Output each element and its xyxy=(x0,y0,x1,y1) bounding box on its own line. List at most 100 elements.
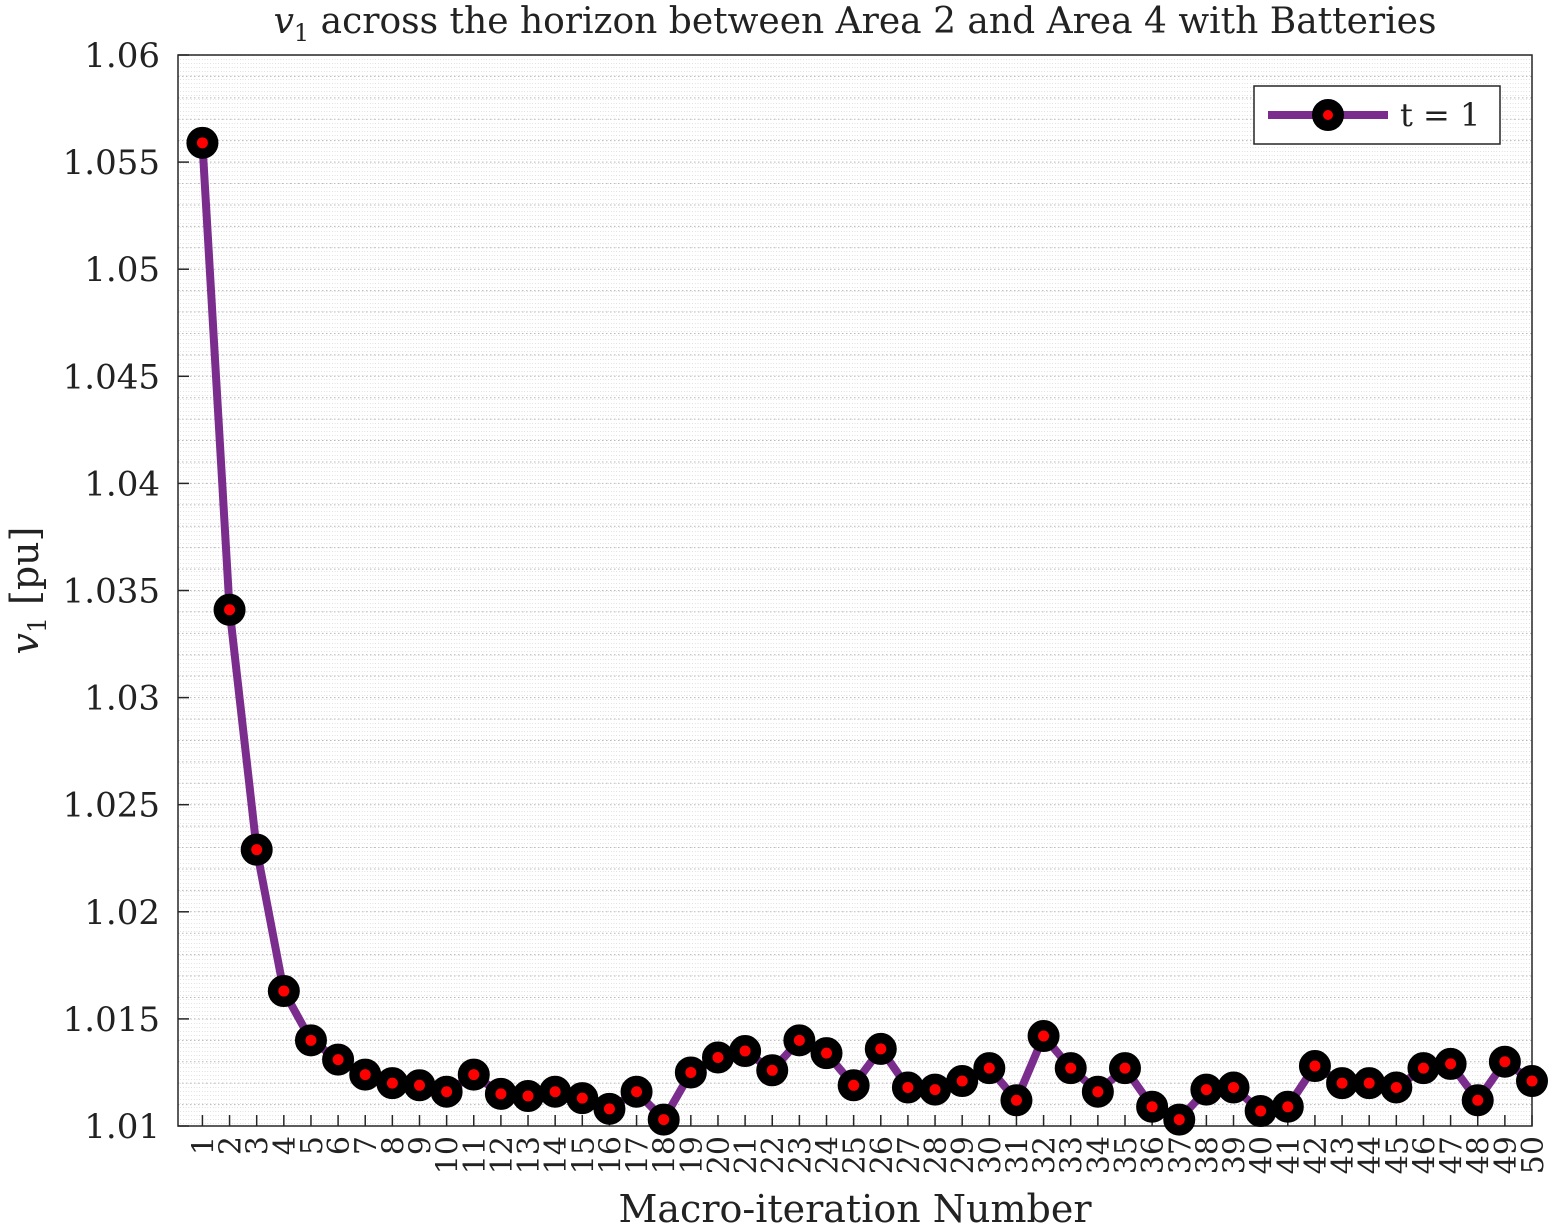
data-point-center xyxy=(495,1088,507,1100)
x-tick-label: 37 xyxy=(1163,1136,1198,1174)
x-tick-label: 20 xyxy=(702,1136,737,1174)
series-layer xyxy=(186,126,1548,1136)
data-point xyxy=(1407,1052,1440,1085)
data-point-center xyxy=(1092,1086,1104,1098)
data-point-center xyxy=(1445,1058,1457,1070)
data-point xyxy=(756,1054,789,1087)
data-point xyxy=(647,1103,680,1136)
data-point-center xyxy=(821,1047,833,1059)
data-point xyxy=(349,1058,382,1091)
x-tick-label: 4 xyxy=(268,1136,303,1155)
data-point xyxy=(620,1075,653,1108)
data-point-center xyxy=(875,1043,887,1055)
data-point-center xyxy=(413,1079,425,1091)
data-point-center xyxy=(1526,1075,1538,1087)
data-point xyxy=(946,1065,979,1098)
data-point xyxy=(457,1058,490,1091)
y-axis-label: v1 [pu] xyxy=(3,527,52,655)
x-tick-label: 17 xyxy=(621,1136,656,1174)
data-point-center xyxy=(1200,1084,1212,1096)
x-tick-label: 6 xyxy=(322,1136,357,1155)
data-point xyxy=(1244,1095,1277,1128)
data-point-center xyxy=(793,1034,805,1046)
y-tick-label: 1.055 xyxy=(63,143,160,183)
data-point-center xyxy=(658,1114,670,1126)
data-point xyxy=(1488,1045,1521,1078)
data-point xyxy=(1190,1073,1223,1106)
data-point-center xyxy=(224,604,236,616)
data-point xyxy=(1217,1071,1250,1104)
data-point-center xyxy=(1309,1060,1321,1072)
data-point-center xyxy=(522,1090,534,1102)
data-point xyxy=(837,1069,870,1102)
data-point xyxy=(1461,1084,1494,1117)
data-point xyxy=(1380,1071,1413,1104)
data-point-center xyxy=(766,1064,778,1076)
data-point-center xyxy=(1065,1062,1077,1074)
data-point xyxy=(1298,1050,1331,1083)
data-point-center xyxy=(1228,1081,1240,1093)
grid xyxy=(178,54,1532,1127)
x-tick-label: 25 xyxy=(838,1136,873,1174)
data-point-center xyxy=(278,985,290,997)
data-point-center xyxy=(1363,1077,1375,1089)
data-point xyxy=(566,1082,599,1115)
x-tick-label: 34 xyxy=(1082,1136,1117,1174)
x-axis-label: Macro-iteration Number xyxy=(618,1187,1092,1229)
x-tick-label: 29 xyxy=(946,1136,981,1174)
x-tick-label: 48 xyxy=(1462,1136,1497,1174)
data-point-center xyxy=(603,1103,615,1115)
data-point-center xyxy=(1119,1062,1131,1074)
y-tick-label: 1.045 xyxy=(63,357,160,397)
x-tick-label: 18 xyxy=(648,1136,683,1174)
data-point-center xyxy=(305,1034,317,1046)
data-point xyxy=(1434,1047,1467,1080)
x-tick-label: 33 xyxy=(1055,1136,1090,1174)
data-point-center xyxy=(251,844,263,856)
data-point xyxy=(1081,1075,1114,1108)
x-tick-label: 35 xyxy=(1109,1136,1144,1174)
data-point xyxy=(1516,1065,1548,1098)
x-tick-label: 30 xyxy=(973,1136,1008,1174)
y-tick-label: 1.02 xyxy=(84,893,160,933)
x-tick-label: 32 xyxy=(1028,1136,1063,1174)
data-point xyxy=(919,1073,952,1106)
x-tick-label: 13 xyxy=(512,1136,547,1174)
x-tick-label: 11 xyxy=(458,1136,493,1174)
axis-ticks: 1.01 1.015 1.02 1.025 1.03 1.035 1.04 1.045 1.05… xyxy=(63,36,1551,1174)
x-tick-label: 46 xyxy=(1407,1136,1442,1174)
x-tick-label: 40 xyxy=(1245,1136,1280,1174)
x-tick-label: 22 xyxy=(756,1136,791,1174)
x-tick-label: 50 xyxy=(1516,1136,1551,1174)
x-tick-label: 28 xyxy=(919,1136,954,1174)
x-tick-label: 43 xyxy=(1326,1136,1361,1174)
legend-label: t = 1 xyxy=(1400,96,1480,134)
data-point-center xyxy=(739,1045,751,1057)
data-point-center xyxy=(549,1086,561,1098)
x-tick-label: 27 xyxy=(892,1136,927,1174)
data-point-center xyxy=(1038,1030,1050,1042)
data-point xyxy=(322,1043,355,1076)
data-point-center xyxy=(1472,1094,1484,1106)
x-tick-label: 2 xyxy=(214,1136,249,1155)
data-point-center xyxy=(712,1051,724,1063)
x-tick-label: 7 xyxy=(349,1136,384,1155)
x-tick-label: 10 xyxy=(431,1136,466,1174)
data-point-center xyxy=(332,1054,344,1066)
data-point xyxy=(484,1077,517,1110)
data-point xyxy=(539,1075,572,1108)
data-point-center xyxy=(1282,1101,1294,1113)
data-point-center xyxy=(902,1081,914,1093)
y-tick-label: 1.06 xyxy=(84,36,160,76)
chart-title: v1 across the horizon between Area 2 and… xyxy=(274,1,1437,47)
x-tick-label: 12 xyxy=(485,1136,520,1174)
data-point xyxy=(186,126,219,159)
y-tick-label: 1.035 xyxy=(63,572,160,612)
x-tick-label: 49 xyxy=(1489,1136,1524,1174)
x-tick-label: 42 xyxy=(1299,1136,1334,1174)
x-tick-label: 38 xyxy=(1190,1136,1225,1174)
data-point xyxy=(403,1069,436,1102)
data-point-center xyxy=(576,1092,588,1104)
x-tick-label: 16 xyxy=(593,1136,628,1174)
data-point xyxy=(1271,1090,1304,1123)
